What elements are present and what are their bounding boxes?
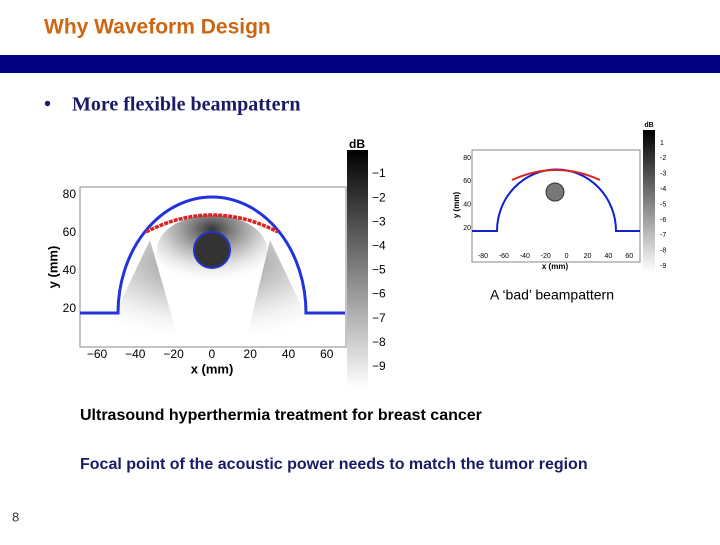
y-tick-label: 20 <box>463 225 471 232</box>
colorbar-tick-label: −5 <box>372 263 386 277</box>
x-tick-label: -80 <box>478 253 488 260</box>
colorbar <box>643 130 655 272</box>
y-tick-label: 40 <box>463 202 471 209</box>
beam-sidelobes <box>100 240 320 345</box>
colorbar-title: dB <box>644 122 653 129</box>
tumor-region <box>193 231 231 269</box>
x-tick-label: 0 <box>209 347 216 361</box>
colorbar-tick-label: −2 <box>372 190 386 204</box>
focal-arc <box>511 169 601 181</box>
tumor-region <box>545 182 565 202</box>
x-tick-label: 20 <box>584 253 592 260</box>
colorbar-tick-label: -8 <box>660 248 666 255</box>
y-tick-label: 80 <box>463 155 471 162</box>
page-number: 8 <box>12 509 19 524</box>
x-tick-label: 40 <box>282 347 296 361</box>
y-axis-label: y (mm) <box>45 246 60 289</box>
figure-caption: A ‘bad’ beampattern <box>490 287 614 303</box>
colorbar-tick-label: -7 <box>660 232 666 239</box>
colorbar-tick-label: −1 <box>372 166 386 180</box>
colorbar-tick-label: -3 <box>660 171 666 178</box>
colorbar-tick-label: 1 <box>660 140 664 147</box>
colorbar-tick-label: -2 <box>660 155 666 162</box>
plot-frame <box>471 149 641 263</box>
array-outline <box>80 195 345 315</box>
figure-bad <box>471 130 655 272</box>
colorbar-tick-label: −4 <box>372 238 386 252</box>
x-tick-label: 20 <box>244 347 258 361</box>
colorbar-tick-label: -6 <box>660 217 666 224</box>
x-tick-label: -40 <box>520 253 530 260</box>
colorbar-tick-label: −3 <box>372 214 386 228</box>
colorbar-tick-label: −7 <box>372 311 386 325</box>
slide-title: Why Waveform Design <box>44 16 271 39</box>
x-axis-label: x (mm) <box>542 262 569 271</box>
colorbar <box>347 150 368 388</box>
y-tick-label: 80 <box>63 187 77 201</box>
body-text: Ultrasound hyperthermia treatment for br… <box>80 407 482 424</box>
y-axis-label: y (mm) <box>452 192 461 219</box>
colorbar-tick-label: −9 <box>372 359 386 373</box>
y-tick-label: 20 <box>63 301 77 315</box>
bullet-text: More flexible beampattern <box>72 94 300 116</box>
colorbar-tick-label: -5 <box>660 201 666 208</box>
x-tick-label: 40 <box>605 253 613 260</box>
colorbar-tick-label: -9 <box>660 263 666 270</box>
y-tick-label: 60 <box>463 178 471 185</box>
x-tick-label: −60 <box>87 347 108 361</box>
x-tick-label: −40 <box>125 347 146 361</box>
colorbar-tick-label: −8 <box>372 335 386 349</box>
bullet-mark: • <box>44 94 51 116</box>
title-bar <box>0 55 720 73</box>
focal-arc <box>145 213 279 234</box>
figure-main <box>79 150 368 388</box>
colorbar-title: dB <box>349 137 365 151</box>
x-tick-label: -60 <box>499 253 509 260</box>
x-tick-label: -20 <box>541 253 551 260</box>
body-text: Focal point of the acoustic power needs … <box>80 456 588 473</box>
x-tick-label: 0 <box>565 253 569 260</box>
y-tick-label: 60 <box>63 225 77 239</box>
y-tick-label: 40 <box>63 263 77 277</box>
x-axis-label: x (mm) <box>191 361 234 376</box>
colorbar-tick-label: −6 <box>372 287 386 301</box>
x-tick-label: 60 <box>625 253 633 260</box>
colorbar-tick-label: -4 <box>660 186 666 193</box>
x-tick-label: −20 <box>163 347 184 361</box>
x-tick-label: 60 <box>320 347 334 361</box>
